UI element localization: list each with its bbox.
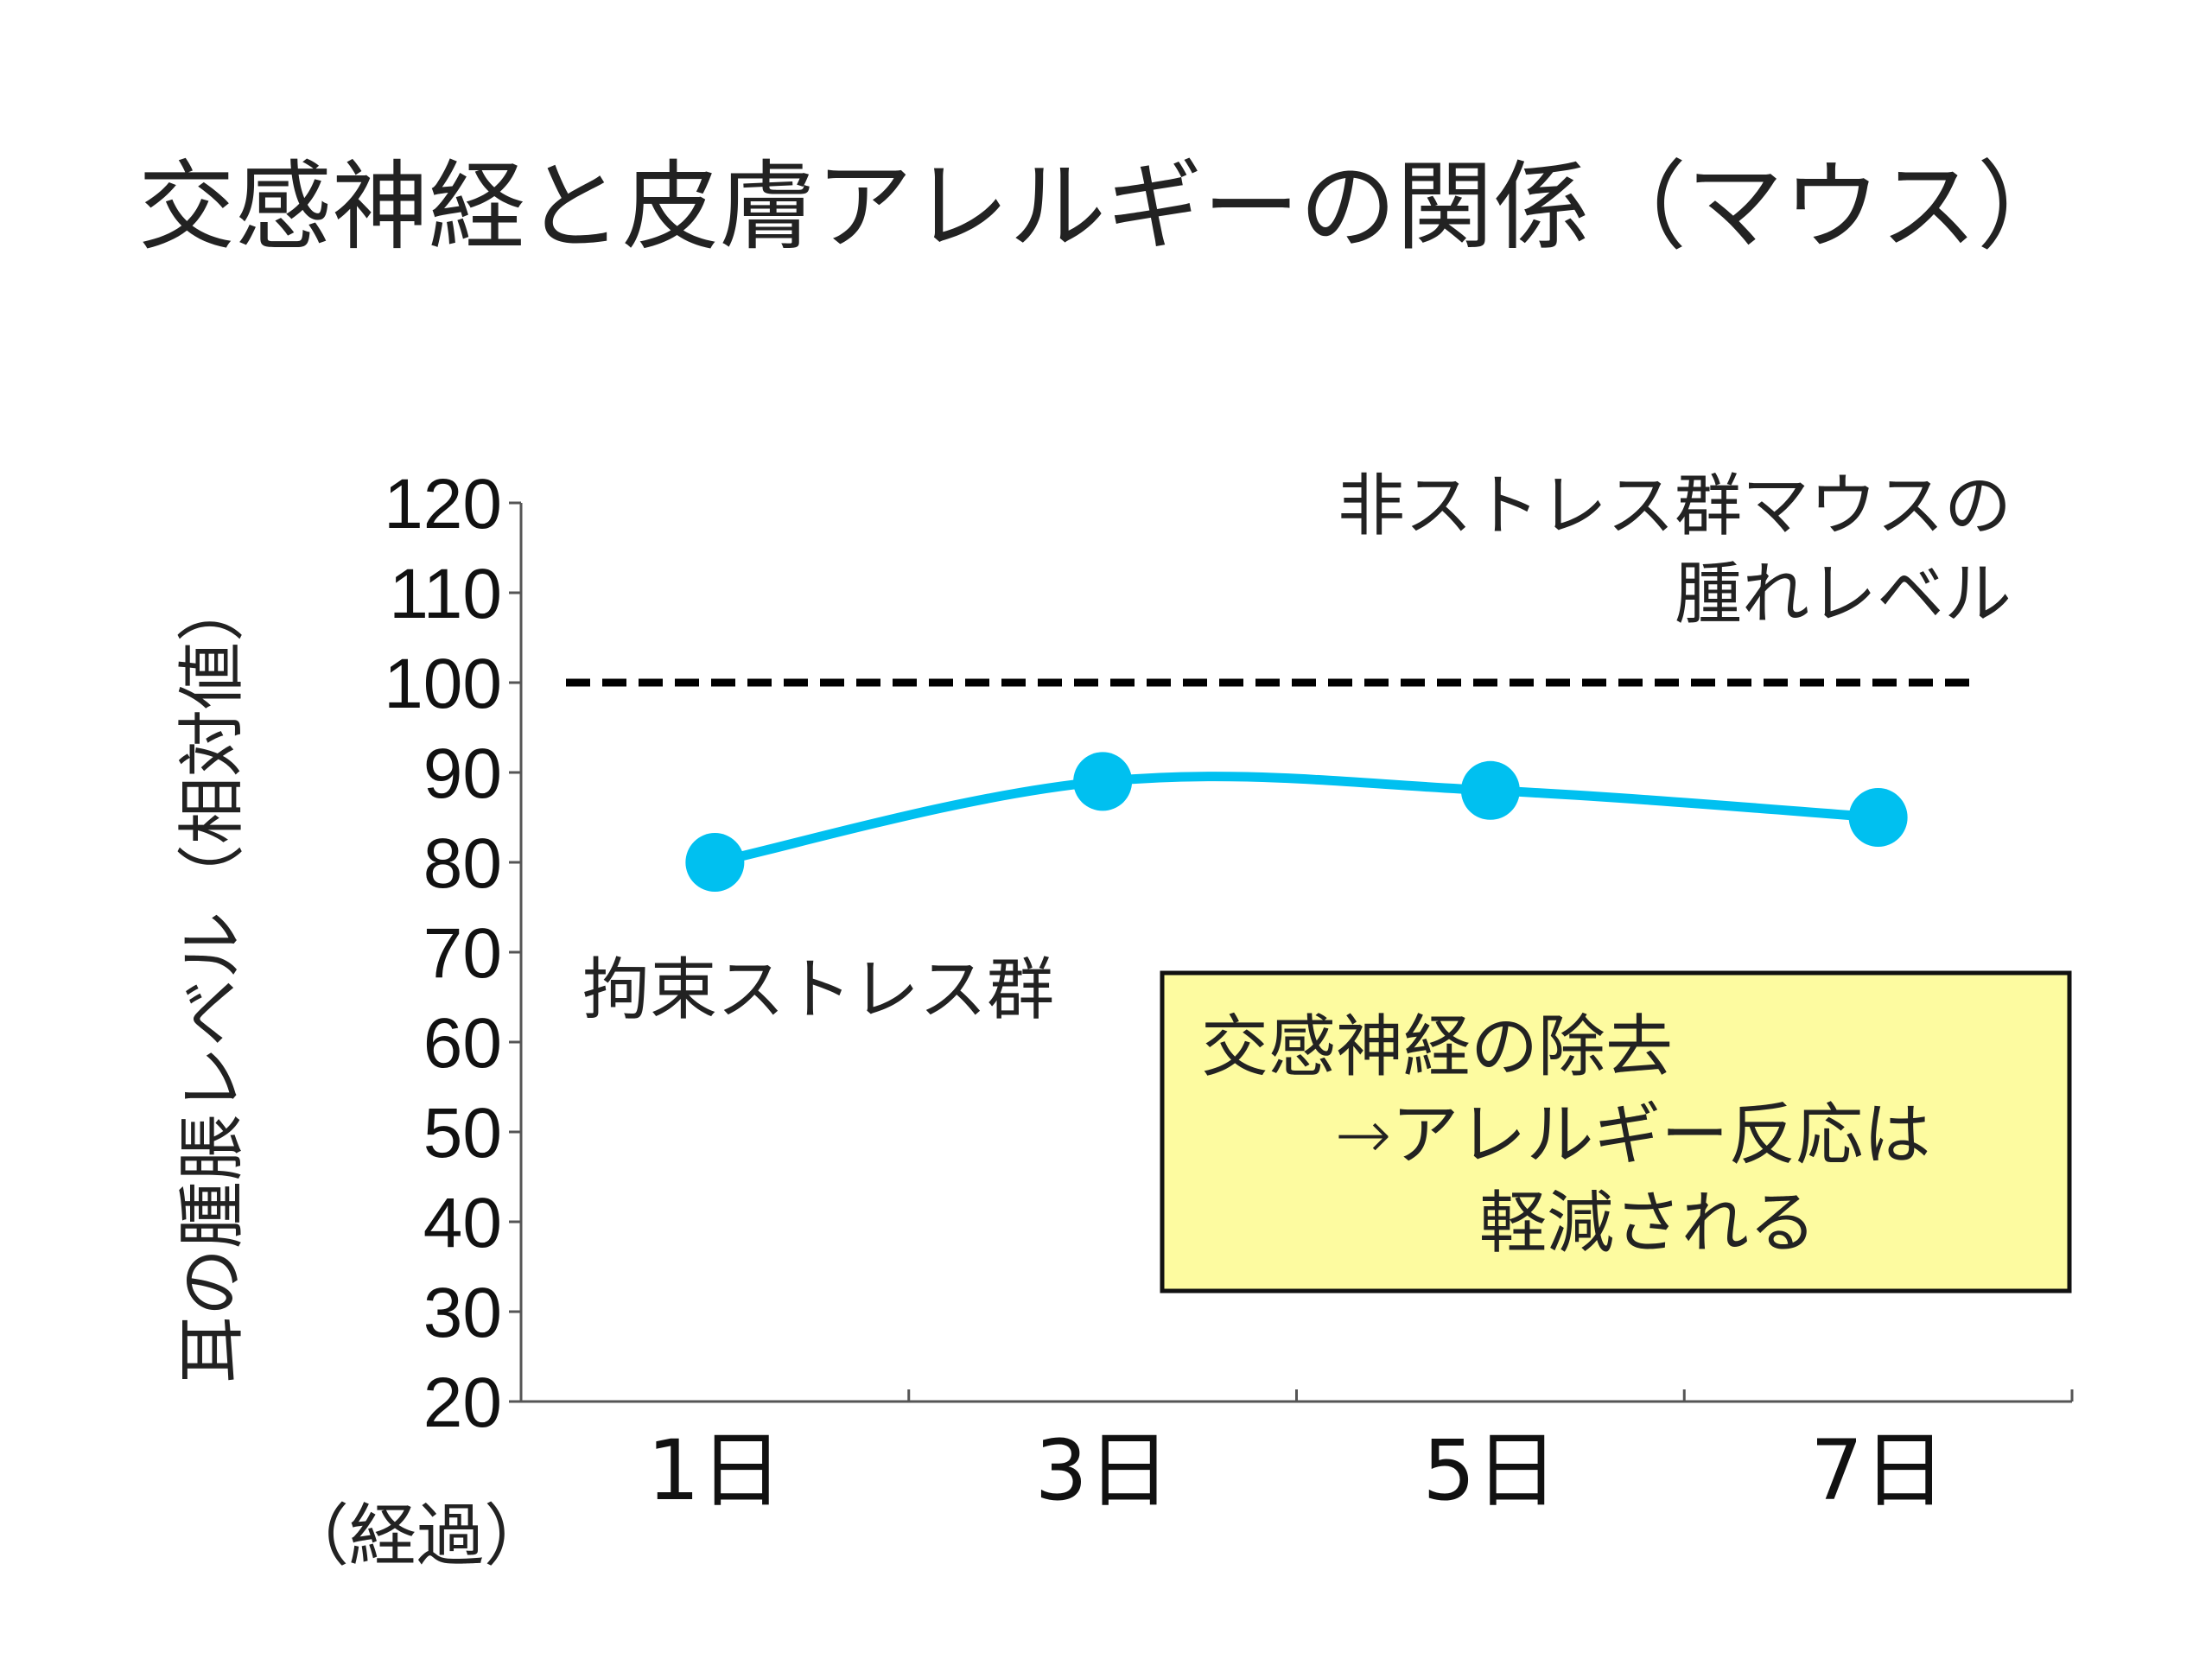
x-ticks	[907, 1389, 2074, 1402]
x-tick-labels: 1日 3日 5日 7日	[647, 1422, 1946, 1519]
y-tick-label: 60	[423, 1004, 502, 1083]
series-label: 拘束ストレス群	[582, 951, 1054, 1029]
callout-line2: →アレルギー反応は	[1335, 1096, 1930, 1174]
y-tick-label: 50	[423, 1094, 502, 1173]
x-tick-label: 3日	[1035, 1422, 1171, 1519]
y-tick-label: 80	[423, 824, 502, 903]
y-tick-label: 30	[423, 1274, 502, 1352]
callout-box	[1160, 970, 2072, 1294]
x-axis-label: （経過）	[282, 1497, 551, 1575]
x-tick-label: 7日	[1810, 1422, 1946, 1519]
data-point	[1848, 788, 1908, 847]
x-tick-label: 5日	[1422, 1422, 1558, 1519]
y-tick-label: 110	[389, 555, 502, 633]
y-tick-label: 40	[423, 1184, 502, 1262]
y-tick-label: 100	[384, 645, 502, 723]
data-point	[1073, 752, 1133, 811]
data-point	[1460, 760, 1520, 820]
chart-title: 交感神経と皮膚アレルギーの関係（マウス）	[138, 151, 2074, 264]
y-axis-label: 耳の腫脹レベル（相対値）	[174, 575, 251, 1383]
y-tick-label: 120	[384, 465, 502, 543]
y-tick-label: 20	[423, 1363, 502, 1442]
reference-label-line2: 腫れレベル	[1675, 556, 2012, 633]
x-tick-label: 1日	[647, 1422, 783, 1519]
data-point	[685, 833, 745, 892]
y-tick-label: 90	[423, 734, 502, 813]
series-line	[709, 772, 1884, 868]
reference-label-line1: 非ストレス群マウスの	[1338, 467, 2012, 545]
callout-line1: 交感神経の除去	[1201, 1008, 1673, 1086]
series-points	[685, 752, 1908, 892]
callout-line3: 軽減される	[1479, 1185, 1816, 1262]
y-ticks: 120 110 100 90 80 70 60 50 40 30 20	[384, 465, 521, 1442]
y-tick-label: 70	[423, 914, 502, 993]
